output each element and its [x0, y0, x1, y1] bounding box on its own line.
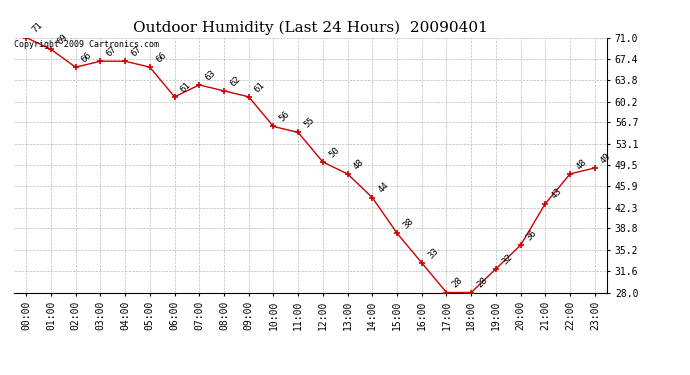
Text: 44: 44	[377, 181, 391, 195]
Text: 66: 66	[154, 50, 168, 64]
Text: 28: 28	[475, 276, 489, 290]
Text: 28: 28	[451, 276, 464, 290]
Text: 32: 32	[500, 252, 514, 266]
Text: 66: 66	[80, 50, 94, 64]
Text: 56: 56	[277, 110, 292, 124]
Text: 48: 48	[574, 157, 589, 171]
Text: 48: 48	[352, 157, 366, 171]
Text: 61: 61	[179, 80, 193, 94]
Text: 61: 61	[253, 80, 267, 94]
Text: 67: 67	[129, 45, 144, 58]
Text: 69: 69	[55, 33, 69, 46]
Title: Outdoor Humidity (Last 24 Hours)  20090401: Outdoor Humidity (Last 24 Hours) 2009040…	[133, 21, 488, 35]
Text: 63: 63	[204, 68, 217, 82]
Text: 33: 33	[426, 246, 440, 260]
Text: 67: 67	[104, 45, 119, 58]
Text: Copyright 2009 Cartronics.com: Copyright 2009 Cartronics.com	[14, 40, 159, 49]
Text: 50: 50	[327, 145, 341, 159]
Text: 43: 43	[549, 187, 564, 201]
Text: 36: 36	[525, 228, 539, 242]
Text: 71: 71	[30, 21, 44, 35]
Text: 62: 62	[228, 74, 242, 88]
Text: 49: 49	[599, 151, 613, 165]
Text: 55: 55	[302, 116, 316, 130]
Text: 38: 38	[401, 216, 415, 230]
